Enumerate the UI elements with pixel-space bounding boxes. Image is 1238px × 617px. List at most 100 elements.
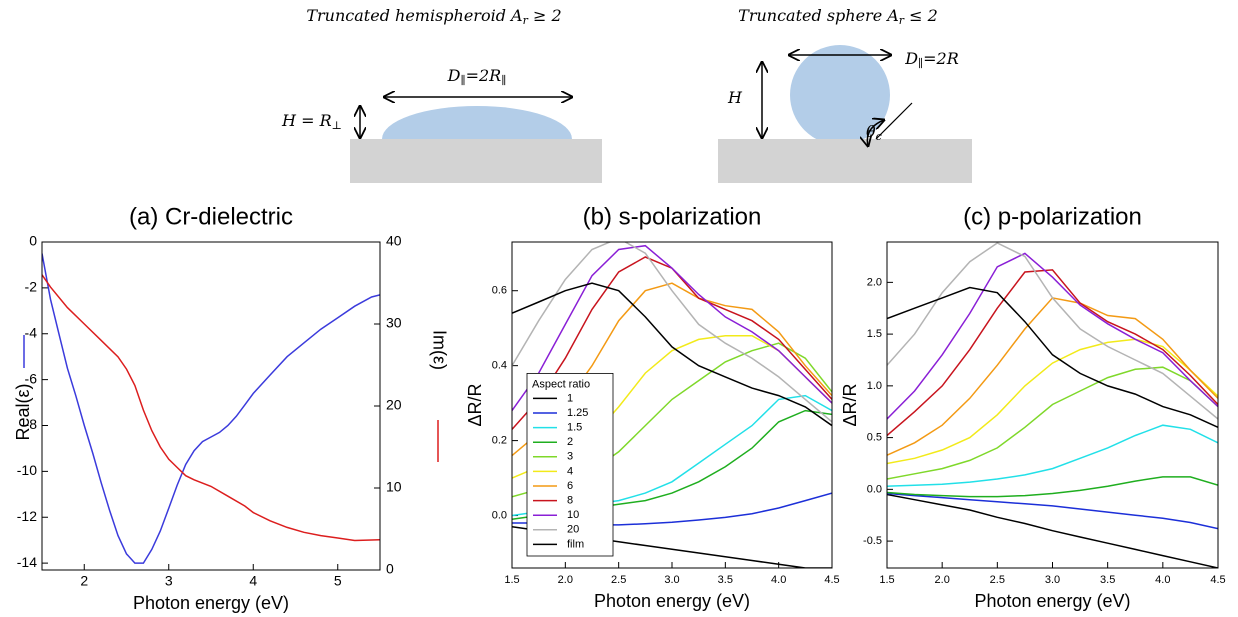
plot-frame	[886, 241, 1219, 569]
legend-label: 4	[567, 465, 573, 477]
plot-frame	[41, 241, 381, 571]
angle-arrow	[867, 120, 884, 146]
y-axis-label: Real(ε)	[13, 383, 33, 440]
y-tick-label: 0.2	[492, 435, 507, 447]
x-tick-label: 4.0	[771, 574, 786, 586]
series-line	[512, 242, 832, 423]
y-axis-label: ΔR/R	[465, 383, 485, 426]
x-tick-label: 2	[80, 573, 88, 589]
y-tick-label: -4	[25, 324, 38, 340]
y-tick-label: -8	[25, 416, 38, 432]
chart-title: (a) Cr-dielectric	[129, 203, 293, 230]
text-part: D	[447, 66, 461, 85]
text-part: ≤ 2	[904, 6, 938, 25]
series-line	[512, 282, 832, 427]
diagram-hemispheroid: Truncated hemispheroid Ar ≥ 2 D∥=2R∥ H =…	[281, 6, 602, 183]
height-label: H	[727, 88, 743, 107]
plot-area	[42, 253, 380, 564]
x-tick-label: 3	[165, 573, 173, 589]
text-part: θ	[866, 122, 876, 141]
y-tick-label: 0.5	[867, 432, 882, 444]
x-tick-label: 1.5	[879, 574, 894, 586]
y-tick-label: -2	[25, 279, 38, 295]
text-part: ≥ 2	[528, 6, 562, 25]
legend: Aspect ratio 1 1.25 1.5 2 3 4 6 8 10 20 film	[526, 372, 614, 557]
height-label: H = R⊥	[281, 111, 342, 133]
series-line	[887, 476, 1218, 498]
y-tick-label: 0.6	[492, 285, 507, 297]
x-axis-label: Photon energy (eV)	[974, 591, 1130, 611]
x-tick-label: 1.5	[504, 574, 519, 586]
angle-label: θc	[866, 122, 882, 144]
series-line	[887, 252, 1218, 420]
y2-tick-label: 40	[386, 233, 402, 249]
series-line	[887, 366, 1218, 480]
particle	[382, 106, 572, 139]
series-line	[512, 244, 832, 412]
y2-tick-label: 10	[386, 479, 402, 495]
x-tick-label: 5	[334, 573, 342, 589]
legend-label: 8	[567, 495, 573, 507]
plot-frame	[511, 241, 833, 569]
chart: (a) Cr-dielectric 2 3 4 5 0 -2 -4 -6 -8 -10 -12 -14 0…	[13, 203, 450, 612]
x-tick-label: 2.0	[935, 574, 950, 586]
text-part: H = R	[281, 111, 332, 130]
series-line	[887, 493, 1218, 568]
y2-tick-label: 30	[386, 315, 402, 331]
x-tick-label: 3.0	[664, 574, 679, 586]
y-tick-label: -0.5	[863, 535, 882, 547]
y-tick-label: 2.0	[867, 276, 882, 288]
series-line	[887, 424, 1218, 487]
chart-title: (c) p-polarization	[963, 203, 1142, 230]
diagram-sphere: Truncated sphere Ar ≤ 2 D∥=2R H θc	[718, 6, 972, 183]
legend-box	[526, 372, 614, 557]
x-tick-label: 4.5	[1210, 574, 1225, 586]
series-line	[887, 338, 1218, 465]
x-tick-label: 4	[249, 573, 257, 589]
x-axis-label: Photon energy (eV)	[133, 593, 289, 613]
x-tick-label: 3.0	[1045, 574, 1060, 586]
plot-area	[887, 242, 1218, 568]
text-part: =2R	[923, 49, 959, 68]
legend-label: 1.25	[567, 407, 588, 419]
subscript: ∥	[918, 57, 923, 70]
subscript: ∥	[461, 74, 466, 87]
y-tick-label: -12	[17, 508, 37, 524]
y-tick-label: -14	[17, 554, 37, 570]
y2-tick-label: 20	[386, 397, 402, 413]
particle	[790, 45, 890, 139]
subscript: c	[876, 130, 882, 143]
chart: (c) p-polarization 1.5 2.0 2.5 3.0 3.5 4.0 4.5 -…	[840, 203, 1226, 610]
chart-title: (b) s-polarization	[583, 203, 762, 230]
y-tick-label: -10	[17, 462, 37, 478]
y-tick-label: 0	[29, 233, 37, 249]
subscript: ⊥	[332, 119, 342, 132]
legend-label: 2	[567, 436, 573, 448]
y-tick-label: 1.5	[867, 328, 882, 340]
y-tick-label: 0.0	[867, 483, 882, 495]
legend-label: 10	[567, 509, 579, 521]
series-line	[887, 242, 1218, 420]
legend-label: 20	[567, 524, 579, 536]
y-tick-label: 0.4	[492, 360, 507, 372]
subscript: r	[899, 14, 905, 27]
x-tick-label: 2.5	[611, 574, 626, 586]
x-tick-label: 2.5	[990, 574, 1005, 586]
legend-label: 1	[567, 392, 573, 404]
x-tick-label: 3.5	[1100, 574, 1115, 586]
legend-label: film	[567, 538, 584, 550]
substrate	[350, 139, 602, 183]
x-axis-label: Photon energy (eV)	[594, 591, 750, 611]
y2-tick-label: 0	[386, 561, 394, 577]
x-tick-label: 4.5	[824, 574, 839, 586]
legend-label: 3	[567, 451, 573, 463]
legend-title: Aspect ratio	[532, 378, 590, 390]
x-tick-label: 3.5	[718, 574, 733, 586]
diagram-title: Truncated sphere Ar ≤ 2	[738, 6, 938, 28]
subscript: r	[523, 14, 529, 27]
diagram-title: Truncated hemispheroid Ar ≥ 2	[306, 6, 561, 28]
y-tick-label: -6	[25, 370, 38, 386]
text-part: H	[727, 88, 743, 107]
series-line	[887, 492, 1218, 530]
